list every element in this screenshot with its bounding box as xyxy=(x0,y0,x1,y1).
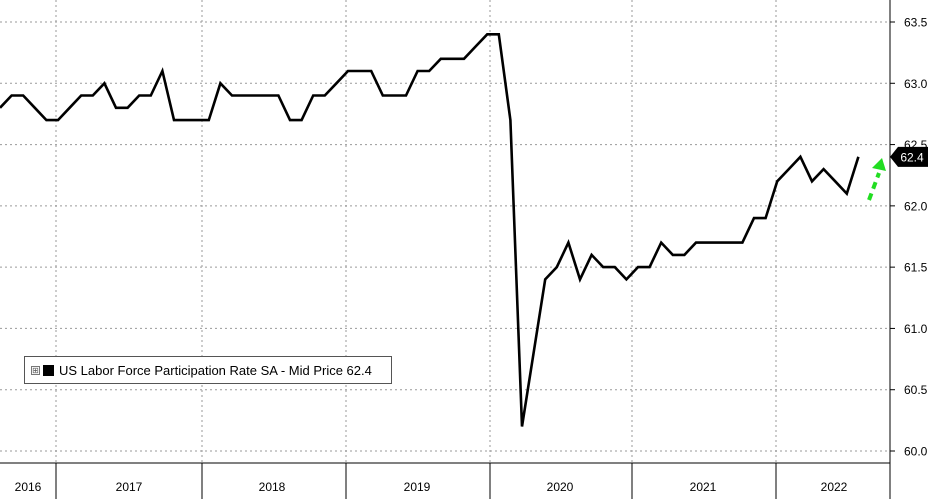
legend-swatch xyxy=(43,364,54,376)
series-line xyxy=(0,32,860,427)
y-tick-label: 62.0 xyxy=(904,199,928,213)
x-year-label: 2017 xyxy=(116,480,143,494)
y-tick-label: 61.0 xyxy=(904,322,928,336)
last-value-badge xyxy=(890,146,928,167)
last-value-label: 62.4 xyxy=(900,150,924,164)
y-tick-label: 60.5 xyxy=(904,383,928,397)
x-year-label: 2019 xyxy=(404,480,431,494)
legend-expand-icon[interactable]: ⊞ xyxy=(31,365,40,375)
x-year-label: 2016 xyxy=(15,480,42,494)
annotation-arrow-head xyxy=(872,158,886,171)
x-year-label: 2021 xyxy=(690,480,717,494)
y-tick-label: 63.0 xyxy=(904,77,928,91)
y-tick-label: 61.5 xyxy=(904,261,928,275)
x-year-label: 2022 xyxy=(821,480,848,494)
legend-label: US Labor Force Participation Rate SA - M… xyxy=(59,362,372,378)
annotation-arrow-shaft xyxy=(867,172,881,201)
x-year-label: 2020 xyxy=(547,480,574,494)
y-tick-label: 63.5 xyxy=(904,16,928,30)
legend[interactable]: ⊞ US Labor Force Participation Rate SA -… xyxy=(24,356,392,384)
y-tick-label: 60.0 xyxy=(904,445,928,459)
x-year-label: 2018 xyxy=(259,480,286,494)
